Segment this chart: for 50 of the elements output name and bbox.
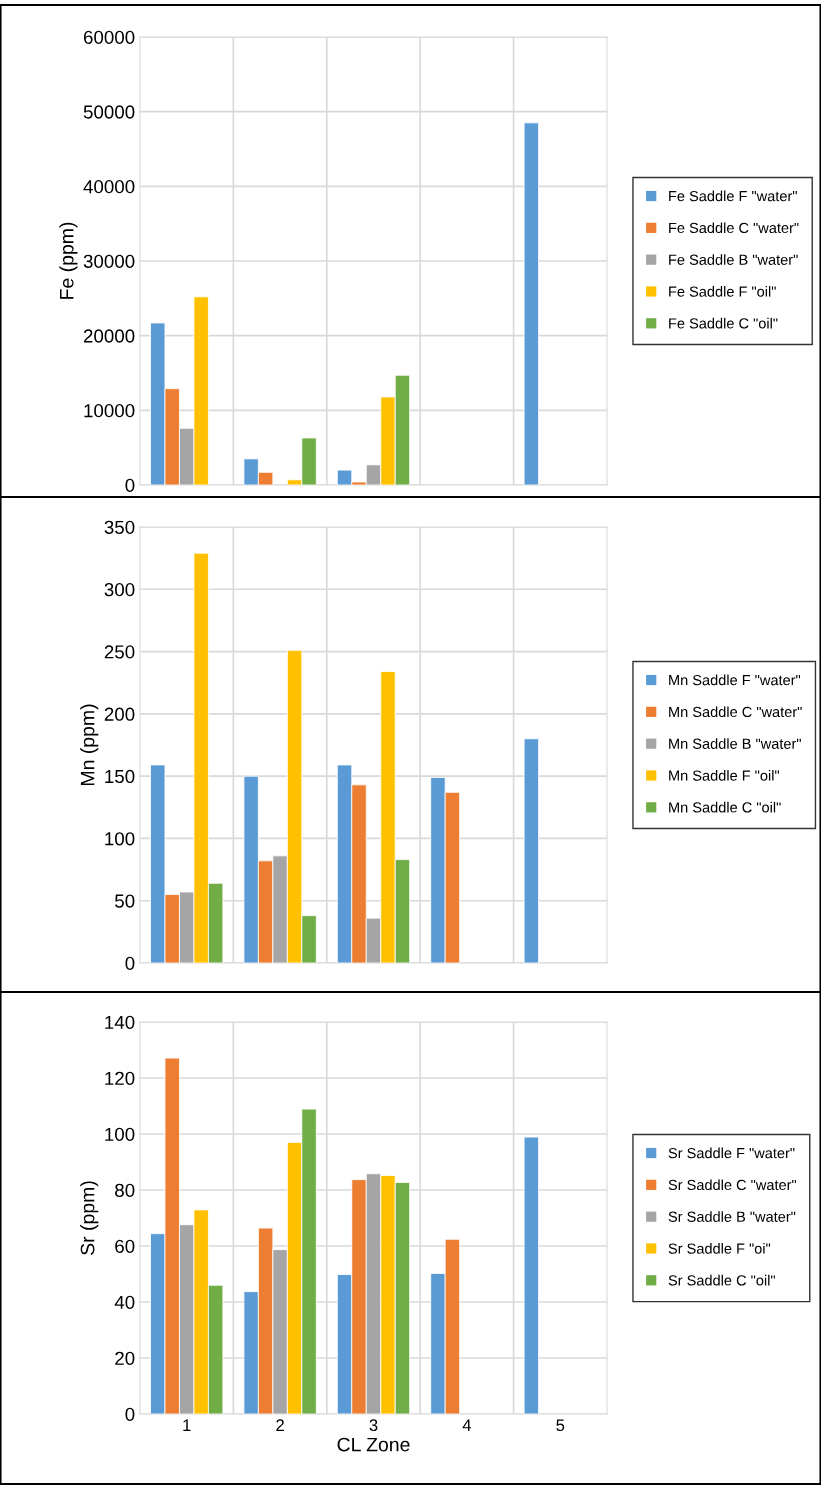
y-tick-label: 60000 [83, 30, 135, 44]
legend-label: Fe Saddle F "oil" [669, 286, 776, 297]
y-tick-label: 20 [115, 1351, 135, 1365]
y-tick-label: 10000 [84, 404, 135, 418]
legend-label: Sr Saddle C "water" [668, 1179, 797, 1191]
legend-label: Sr Saddle F "oi" [668, 1243, 771, 1254]
y-tick-label: 100 [105, 1127, 135, 1141]
y-tick-label: 0 [125, 956, 135, 970]
legend-label: Fe Saddle B "water" [669, 254, 798, 265]
y-tick-label: 60 [115, 1239, 135, 1253]
bar [523, 1136, 539, 1414]
y-axis-title: Sr (ppm) [80, 1181, 99, 1255]
legend-label: Fe Saddle C "water" [669, 222, 799, 234]
legend-label: Sr Saddle F "water" [668, 1147, 795, 1159]
legend-label: Mn Saddle B "water" [669, 738, 801, 749]
y-tick-label: 50000 [83, 105, 135, 119]
y-tick-label: 50 [115, 894, 135, 908]
y-axis-title: Fe (ppm) [59, 222, 78, 299]
y-tick-label: 0 [125, 478, 135, 492]
x-tick-label: 5 [556, 1419, 565, 1432]
y-tick-label: 30000 [83, 254, 135, 268]
bar [523, 122, 539, 485]
legend-label: Fe Saddle C "oil" [669, 317, 778, 329]
y-tick-label: 100 [105, 832, 135, 846]
bar [523, 738, 539, 963]
legend-label: Sr Saddle C "oil" [668, 1274, 775, 1286]
legend-label: Mn Saddle F "water" [669, 674, 801, 686]
y-tick-label: 40000 [83, 180, 135, 194]
x-tick-label: 1 [183, 1419, 191, 1431]
y-tick-label: 120 [105, 1071, 135, 1085]
y-tick-label: 350 [104, 520, 135, 534]
y-axis-title: Mn (ppm) [80, 704, 99, 785]
y-tick-label: 140 [105, 1015, 135, 1029]
legend-label: Fe Saddle F "water" [669, 190, 797, 202]
y-tick-label: 0 [125, 1407, 135, 1421]
legend-label: Mn Saddle C "water" [669, 706, 802, 718]
y-tick-label: 150 [105, 769, 135, 784]
x-tick-label: 2 [276, 1419, 284, 1431]
legend-label: Mn Saddle C "oil" [669, 801, 781, 813]
x-axis-title: CL Zone [337, 1437, 410, 1452]
y-tick-label: 20000 [83, 329, 135, 343]
x-tick-label: 4 [462, 1419, 472, 1431]
y-tick-label: 200 [104, 707, 135, 721]
x-tick-label: 3 [369, 1419, 378, 1432]
legend-label: Mn Saddle F "oil" [669, 770, 780, 781]
y-tick-label: 250 [104, 645, 135, 659]
y-tick-label: 300 [104, 582, 135, 597]
y-tick-label: 40 [114, 1295, 135, 1309]
y-tick-label: 80 [115, 1183, 135, 1197]
legend-label: Sr Saddle B "water" [668, 1211, 796, 1222]
